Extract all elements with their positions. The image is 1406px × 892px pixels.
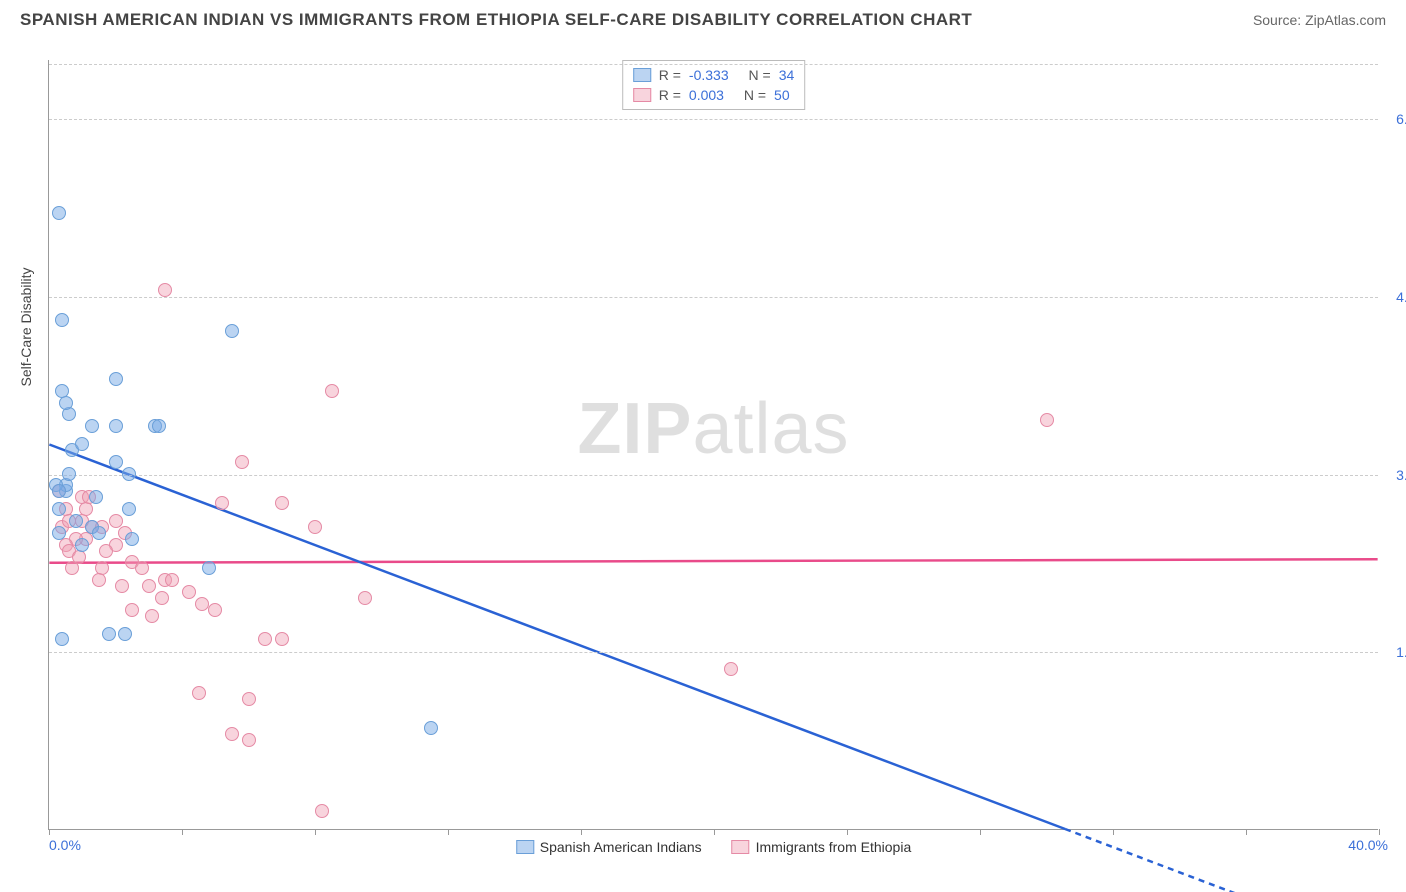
- data-point: [235, 455, 249, 469]
- data-point: [118, 627, 132, 641]
- data-point: [122, 502, 136, 516]
- x-tick: [448, 829, 449, 835]
- data-point: [62, 467, 76, 481]
- legend-item-blue: Spanish American Indians: [516, 839, 702, 855]
- data-point: [109, 372, 123, 386]
- data-point: [158, 283, 172, 297]
- gridline: [49, 297, 1378, 298]
- data-point: [69, 514, 83, 528]
- scatter-chart: ZIPatlas R = -0.333 N = 34 R = 0.003 N =…: [48, 60, 1378, 830]
- trend-lines: [49, 60, 1378, 829]
- x-tick: [847, 829, 848, 835]
- data-point: [208, 603, 222, 617]
- data-point: [155, 591, 169, 605]
- x-tick: [714, 829, 715, 835]
- data-point: [109, 419, 123, 433]
- data-point: [142, 579, 156, 593]
- data-point: [92, 573, 106, 587]
- x-tick: [980, 829, 981, 835]
- data-point: [89, 490, 103, 504]
- swatch-icon: [732, 840, 750, 854]
- gridline: [49, 652, 1378, 653]
- data-point: [109, 514, 123, 528]
- x-min-label: 0.0%: [49, 837, 81, 853]
- data-point: [258, 632, 272, 646]
- data-point: [358, 591, 372, 605]
- data-point: [182, 585, 196, 599]
- data-point: [72, 550, 86, 564]
- x-tick: [315, 829, 316, 835]
- data-point: [308, 520, 322, 534]
- legend-label: Immigrants from Ethiopia: [756, 839, 912, 855]
- data-point: [122, 467, 136, 481]
- data-point: [325, 384, 339, 398]
- data-point: [99, 544, 113, 558]
- y-tick-label: 6.0%: [1383, 111, 1406, 127]
- source-label: Source: ZipAtlas.com: [1253, 12, 1386, 28]
- data-point: [125, 603, 139, 617]
- legend-item-pink: Immigrants from Ethiopia: [732, 839, 912, 855]
- y-axis-title: Self-Care Disability: [18, 267, 34, 386]
- data-point: [52, 502, 66, 516]
- data-point: [55, 313, 69, 327]
- x-tick: [1246, 829, 1247, 835]
- data-point: [424, 721, 438, 735]
- x-tick: [182, 829, 183, 835]
- swatch-icon: [516, 840, 534, 854]
- data-point: [242, 733, 256, 747]
- data-point: [52, 206, 66, 220]
- data-point: [192, 686, 206, 700]
- data-point: [1040, 413, 1054, 427]
- data-point: [202, 561, 216, 575]
- data-point: [125, 532, 139, 546]
- data-point: [165, 573, 179, 587]
- x-tick: [1379, 829, 1380, 835]
- data-point: [115, 579, 129, 593]
- data-point: [135, 561, 149, 575]
- data-point: [109, 455, 123, 469]
- x-tick: [1113, 829, 1114, 835]
- x-tick: [581, 829, 582, 835]
- legend-label: Spanish American Indians: [540, 839, 702, 855]
- data-point: [52, 526, 66, 540]
- x-max-label: 40.0%: [1348, 837, 1388, 853]
- y-tick-label: 3.0%: [1383, 467, 1406, 483]
- data-point: [152, 419, 166, 433]
- y-tick-label: 4.5%: [1383, 289, 1406, 305]
- data-point: [102, 627, 116, 641]
- gridline: [49, 475, 1378, 476]
- data-point: [225, 324, 239, 338]
- data-point: [92, 526, 106, 540]
- data-point: [275, 496, 289, 510]
- data-point: [59, 396, 73, 410]
- data-point: [145, 609, 159, 623]
- page-title: SPANISH AMERICAN INDIAN VS IMMIGRANTS FR…: [20, 10, 972, 30]
- data-point: [75, 538, 89, 552]
- data-point: [75, 437, 89, 451]
- data-point: [275, 632, 289, 646]
- y-tick-label: 1.5%: [1383, 644, 1406, 660]
- data-point: [225, 727, 239, 741]
- data-point: [52, 484, 66, 498]
- data-point: [195, 597, 209, 611]
- data-point: [55, 632, 69, 646]
- data-point: [215, 496, 229, 510]
- data-point: [315, 804, 329, 818]
- series-legend: Spanish American Indians Immigrants from…: [516, 839, 911, 855]
- gridline: [49, 64, 1378, 65]
- gridline: [49, 119, 1378, 120]
- data-point: [85, 419, 99, 433]
- data-point: [724, 662, 738, 676]
- data-point: [242, 692, 256, 706]
- x-tick: [49, 829, 50, 835]
